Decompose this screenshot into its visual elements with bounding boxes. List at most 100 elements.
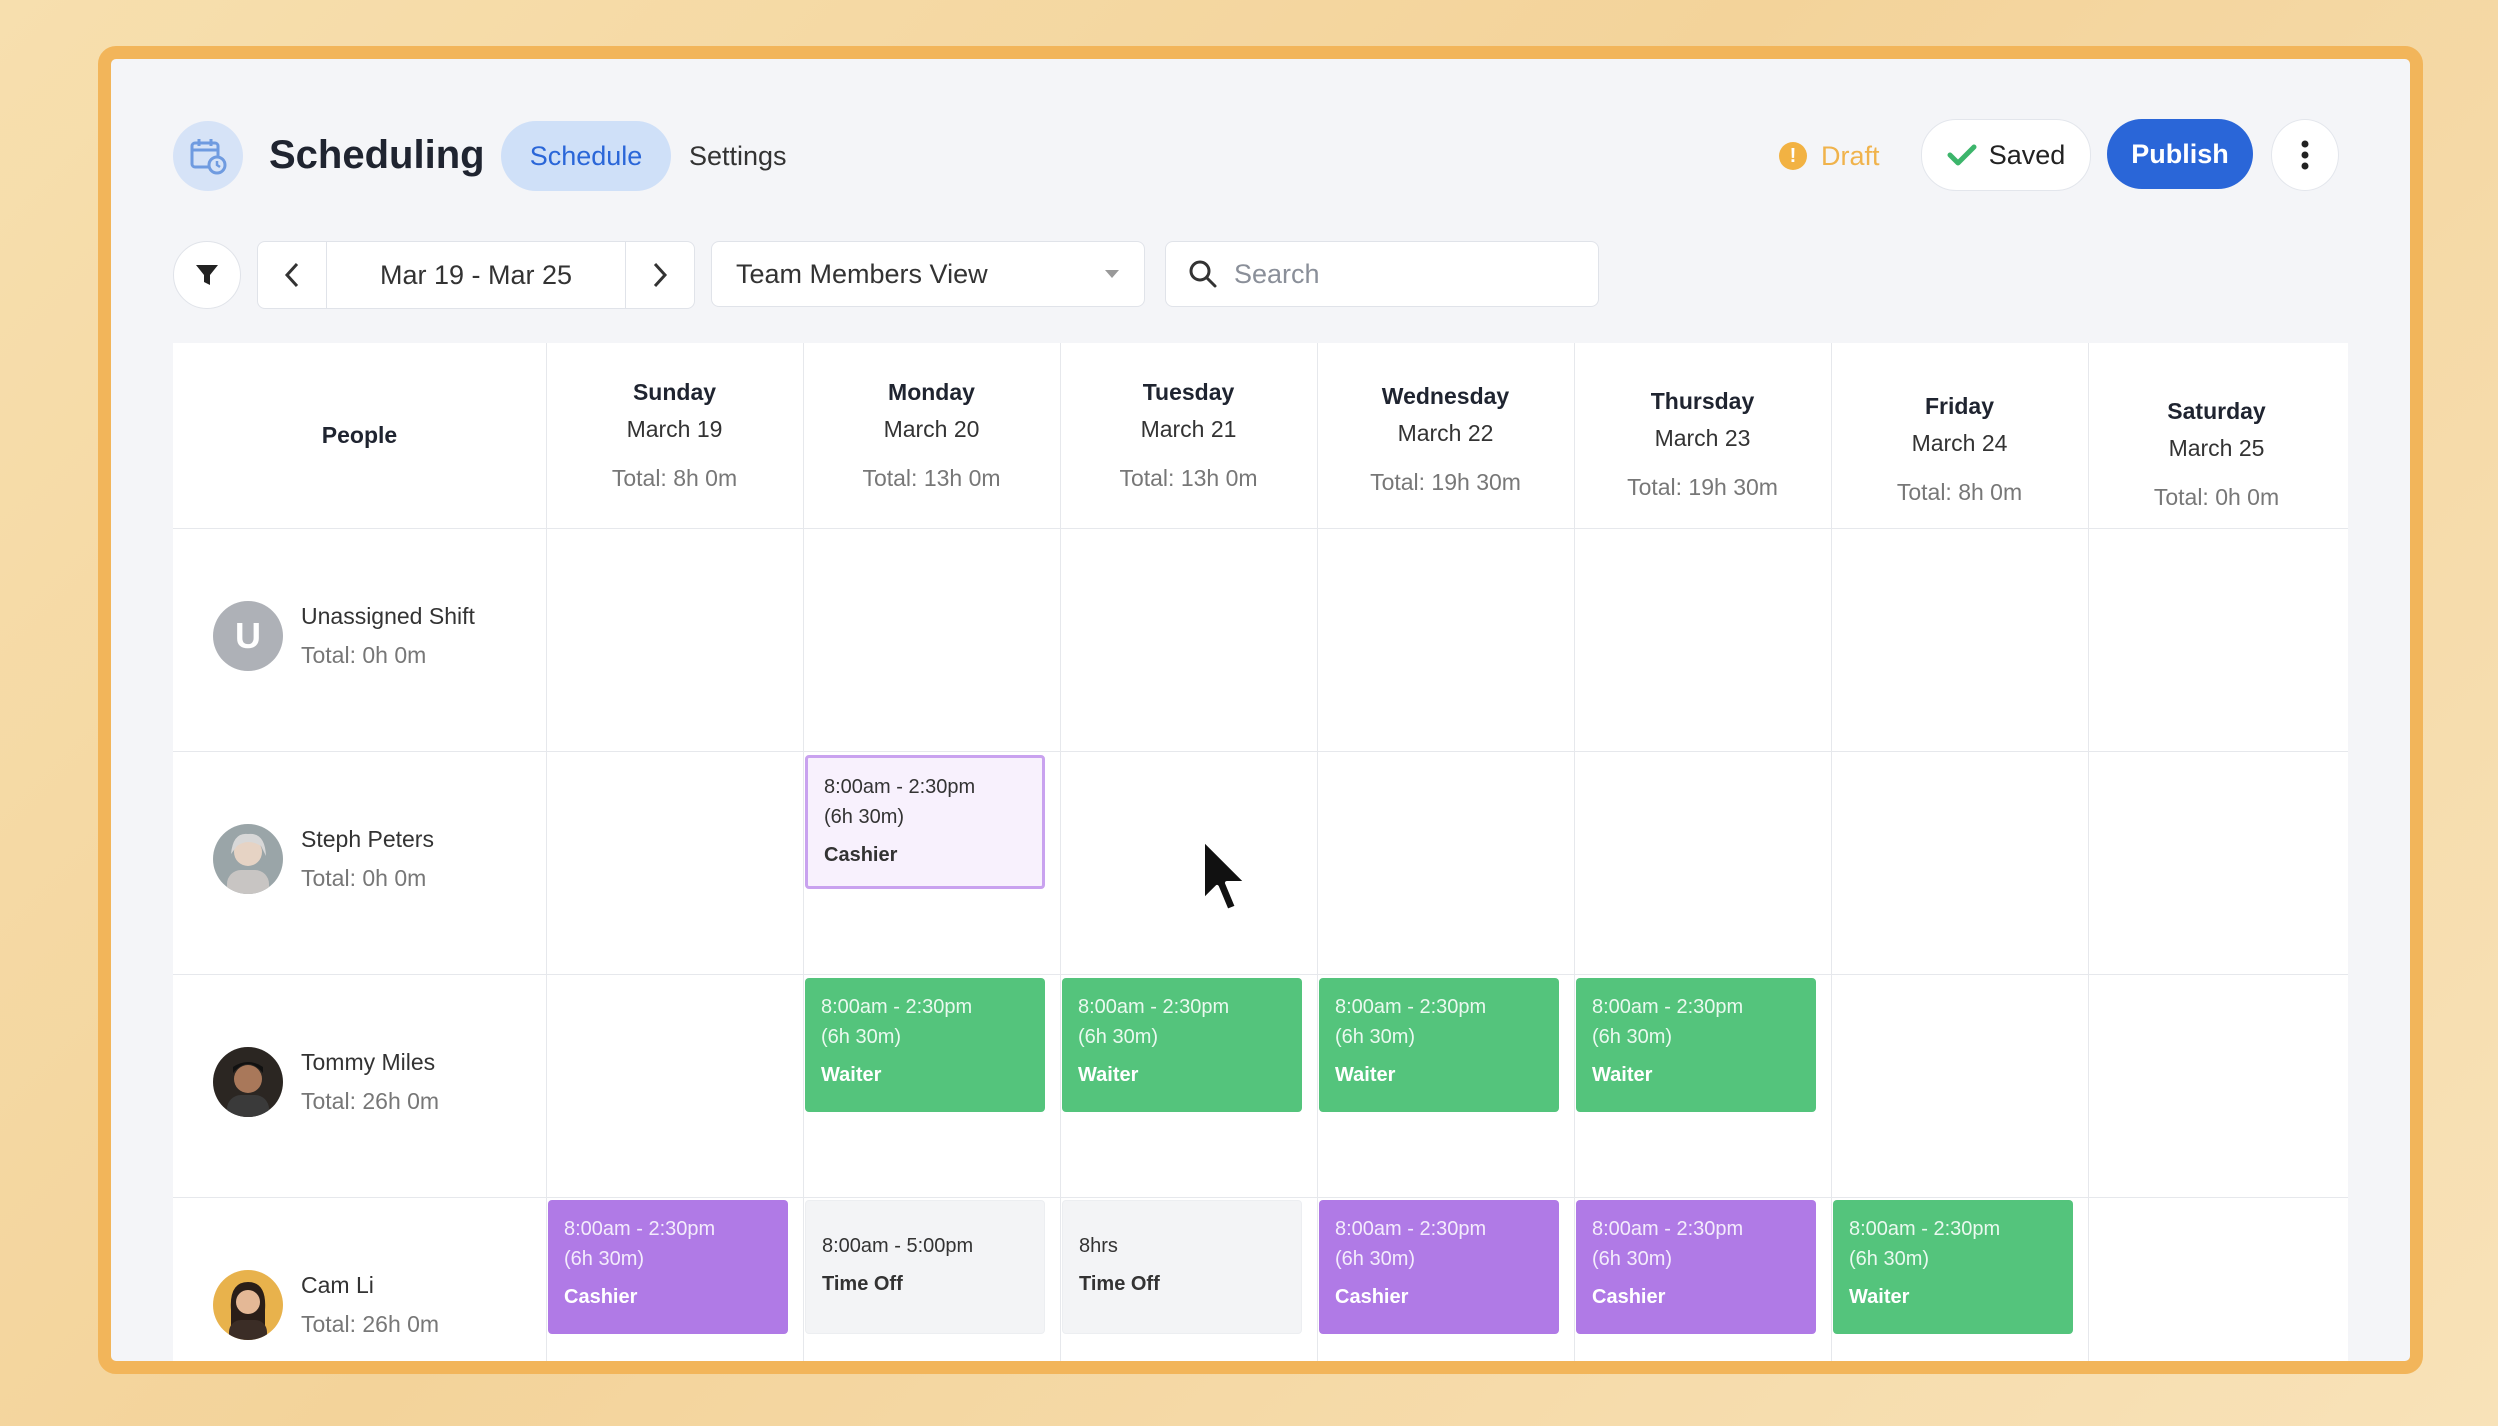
draft-label: Draft (1821, 140, 1880, 171)
shift-card[interactable]: 8:00am - 2:30pm (6h 30m) Waiter (1319, 978, 1559, 1112)
view-select-value: Team Members View (736, 258, 988, 289)
day-name: Wednesday (1381, 383, 1510, 409)
person-row-steph-peters[interactable]: Steph Peters Total: 0h 0m (213, 824, 434, 894)
filter-button[interactable] (173, 241, 241, 309)
shift-time: 8:00am - 2:30pm (1592, 1218, 1744, 1240)
shift-time: 8:00am - 2:30pm (1335, 996, 1487, 1018)
shift-time: 8:00am - 2:30pm (564, 1218, 716, 1240)
app-window: Scheduling Schedule Settings ! Draft Sav… (98, 46, 2423, 1374)
shift-card[interactable]: 8:00am - 2:30pm (6h 30m) Cashier (1576, 1200, 1816, 1334)
time-off-time: 8hrs (1079, 1235, 1118, 1257)
day-total: Total: 0h 0m (2153, 484, 2280, 510)
grid-divider (546, 343, 547, 1361)
grid-divider (173, 1197, 2348, 1198)
shift-card[interactable]: 8:00am - 2:30pm (6h 30m) Cashier (805, 755, 1045, 889)
day-total: Total: 19h 30m (1370, 469, 1521, 495)
time-off-label: Time Off (1079, 1273, 1160, 1295)
next-week-button[interactable] (626, 242, 694, 308)
avatar: U (213, 601, 283, 671)
people-column-header: People (321, 422, 398, 448)
avatar (213, 1270, 283, 1340)
publish-button[interactable]: Publish (2107, 119, 2253, 189)
day-header-thursday: Thursday March 23 Total: 19h 30m (1574, 388, 1831, 501)
time-off-card[interactable]: 8hrs Time Off (1062, 1200, 1302, 1334)
day-name: Thursday (1650, 388, 1755, 414)
shift-card[interactable]: 8:00am - 2:30pm (6h 30m) Waiter (1062, 978, 1302, 1112)
day-header-sunday: Sunday March 19 Total: 8h 0m (546, 379, 803, 492)
tab-schedule[interactable]: Schedule (501, 121, 671, 191)
shift-duration: (6h 30m) (1078, 1026, 1159, 1048)
search-input[interactable] (1232, 257, 1566, 291)
check-icon (1947, 144, 1977, 166)
shift-role: Cashier (1592, 1286, 1666, 1308)
shift-card[interactable]: 8:00am - 2:30pm (6h 30m) Waiter (1576, 978, 1816, 1112)
shift-role: Waiter (1592, 1064, 1653, 1086)
calendar-clock-icon (173, 121, 243, 191)
shift-time: 8:00am - 2:30pm (1592, 996, 1744, 1018)
day-total: Total: 13h 0m (862, 465, 1001, 491)
day-date: March 19 (626, 416, 723, 442)
shift-role: Waiter (821, 1064, 882, 1086)
avatar (213, 824, 283, 894)
shift-duration: (6h 30m) (821, 1026, 902, 1048)
day-total: Total: 8h 0m (1896, 479, 2023, 505)
tab-settings[interactable]: Settings (689, 140, 787, 171)
person-total: Total: 26h 0m (301, 1088, 440, 1114)
alert-icon: ! (1779, 142, 1807, 170)
search-box[interactable] (1165, 241, 1599, 307)
grid-divider (1060, 343, 1061, 1361)
shift-duration: (6h 30m) (824, 806, 905, 828)
shift-role: Waiter (1335, 1064, 1396, 1086)
shift-card[interactable]: 8:00am - 2:30pm (6h 30m) Cashier (1319, 1200, 1559, 1334)
schedule-grid: People Sunday March 19 Total: 8h 0m Mond… (173, 343, 2348, 1361)
more-vertical-icon[interactable] (2271, 119, 2339, 191)
chevron-right-icon (653, 262, 668, 288)
shift-duration: (6h 30m) (1592, 1026, 1673, 1048)
shift-time: 8:00am - 2:30pm (1849, 1218, 2001, 1240)
time-off-card[interactable]: 8:00am - 5:00pm Time Off (805, 1200, 1045, 1334)
shift-card[interactable]: 8:00am - 2:30pm (6h 30m) Waiter (1833, 1200, 2073, 1334)
shift-duration: (6h 30m) (1335, 1026, 1416, 1048)
day-date: March 24 (1911, 430, 2008, 456)
day-total: Total: 8h 0m (611, 465, 738, 491)
shift-card[interactable]: 8:00am - 2:30pm (6h 30m) Waiter (805, 978, 1045, 1112)
shift-time: 8:00am - 2:30pm (1078, 996, 1230, 1018)
view-select[interactable]: Team Members View (711, 241, 1145, 307)
search-icon (1189, 260, 1217, 288)
person-total: Total: 0h 0m (301, 865, 427, 891)
day-header-saturday: Saturday March 25 Total: 0h 0m (2088, 398, 2345, 511)
mouse-cursor-icon (1201, 837, 1249, 913)
shift-card[interactable]: 8:00am - 2:30pm (6h 30m) Cashier (548, 1200, 788, 1334)
time-off-label: Time Off (822, 1273, 903, 1295)
day-date: March 22 (1397, 420, 1494, 446)
prev-week-button[interactable] (258, 242, 326, 308)
day-header-friday: Friday March 24 Total: 8h 0m (1831, 393, 2088, 506)
page-title: Scheduling (269, 133, 485, 177)
date-range[interactable]: Mar 19 - Mar 25 (326, 242, 626, 308)
day-name: Saturday (2167, 398, 2266, 424)
day-name: Sunday (632, 379, 717, 405)
person-name: Cam Li (301, 1272, 374, 1298)
grid-divider (173, 528, 2348, 529)
person-row-unassigned[interactable]: U Unassigned Shift Total: 0h 0m (213, 601, 475, 671)
person-name: Tommy Miles (301, 1049, 436, 1075)
shift-duration: (6h 30m) (1849, 1248, 1930, 1270)
grid-divider (1831, 343, 1832, 1361)
shift-time: 8:00am - 2:30pm (821, 996, 973, 1018)
shift-duration: (6h 30m) (1335, 1248, 1416, 1270)
shift-role: Waiter (1849, 1286, 1910, 1308)
shift-duration: (6h 30m) (1592, 1248, 1673, 1270)
person-row-cam-li[interactable]: Cam Li Total: 26h 0m (213, 1270, 439, 1340)
avatar-letter: U (235, 615, 261, 656)
day-date: March 25 (2168, 435, 2265, 461)
draft-status: ! Draft (1779, 121, 1880, 191)
person-name: Steph Peters (301, 826, 434, 852)
shift-role: Cashier (564, 1286, 638, 1308)
shift-time: 8:00am - 2:30pm (1335, 1218, 1487, 1240)
caret-down-icon (1105, 270, 1119, 278)
saved-button[interactable]: Saved (1921, 119, 2091, 191)
person-row-tommy-miles[interactable]: Tommy Miles Total: 26h 0m (213, 1047, 439, 1117)
grid-divider (1317, 343, 1318, 1361)
grid-divider (1574, 343, 1575, 1361)
person-name: Unassigned Shift (301, 603, 475, 629)
